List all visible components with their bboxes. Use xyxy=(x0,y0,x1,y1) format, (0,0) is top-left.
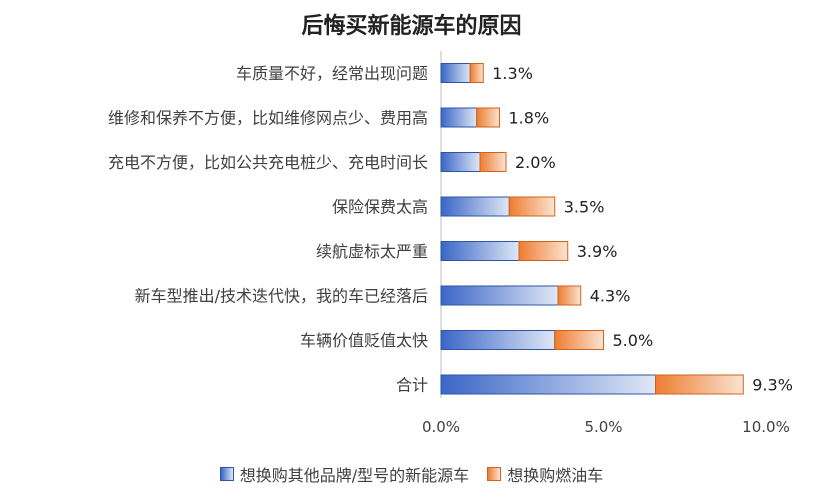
category-label: 保险保费太高 xyxy=(332,198,428,217)
bar-segment-series-2 xyxy=(518,241,569,261)
total-value-label: 1.8% xyxy=(509,109,550,128)
total-value-label: 1.3% xyxy=(492,64,533,83)
chart-title: 后悔买新能源车的原因 xyxy=(301,13,522,39)
bar-segment-series-1 xyxy=(440,63,471,83)
bar-segment-series-1 xyxy=(440,374,656,395)
legend-swatch-series-1 xyxy=(219,467,234,481)
category-label: 维修和保养不方便，比如维修网点少、费用高 xyxy=(108,109,428,128)
bar-segment-series-2 xyxy=(557,285,582,306)
category-label: 充电不方便，比如公共充电桩少、充电时间长 xyxy=(108,153,428,172)
legend: 想换购其他品牌/型号的新能源车 想换购燃油车 xyxy=(0,462,823,486)
x-tick-label: 5.0% xyxy=(584,418,622,436)
bar-segment-series-2 xyxy=(469,63,484,83)
x-tick-label: 10.0% xyxy=(742,418,790,436)
x-tick-label: 0.0% xyxy=(422,418,460,436)
legend-label-series-2: 想换购燃油车 xyxy=(507,466,604,485)
legend-item-series-2: 想换购燃油车 xyxy=(487,462,603,486)
total-value-label: 3.9% xyxy=(577,242,618,261)
legend-label-series-1: 想换购其他品牌/型号的新能源车 xyxy=(239,466,470,485)
bar-segment-series-1 xyxy=(440,330,556,350)
category-label: 续航虚标太严重 xyxy=(316,242,428,261)
category-label: 合计 xyxy=(396,376,428,395)
legend-swatch-series-2 xyxy=(487,467,502,481)
bar-segment-series-1 xyxy=(440,241,520,261)
bar-segment-series-2 xyxy=(508,196,556,217)
total-value-label: 2.0% xyxy=(515,153,556,172)
bar-segment-series-1 xyxy=(440,107,478,128)
category-label: 车质量不好，经常出现问题 xyxy=(236,64,428,83)
total-value-label: 5.0% xyxy=(613,331,654,350)
bar-segment-series-2 xyxy=(479,152,507,172)
bar-segment-series-1 xyxy=(440,285,559,306)
bar-segment-series-1 xyxy=(440,152,481,172)
bar-segment-series-2 xyxy=(554,330,604,350)
total-value-label: 3.5% xyxy=(564,198,605,217)
bar-segment-series-2 xyxy=(655,374,744,395)
bar-segment-series-2 xyxy=(476,107,500,128)
category-label: 新车型推出/技术迭代快，我的车已经落后 xyxy=(135,287,428,306)
total-value-label: 4.3% xyxy=(590,287,631,306)
legend-item-series-1: 想换购其他品牌/型号的新能源车 xyxy=(219,462,470,486)
category-label: 车辆价值贬值太快 xyxy=(300,331,428,350)
bar-segment-series-1 xyxy=(440,196,510,217)
total-value-label: 9.3% xyxy=(752,376,793,395)
